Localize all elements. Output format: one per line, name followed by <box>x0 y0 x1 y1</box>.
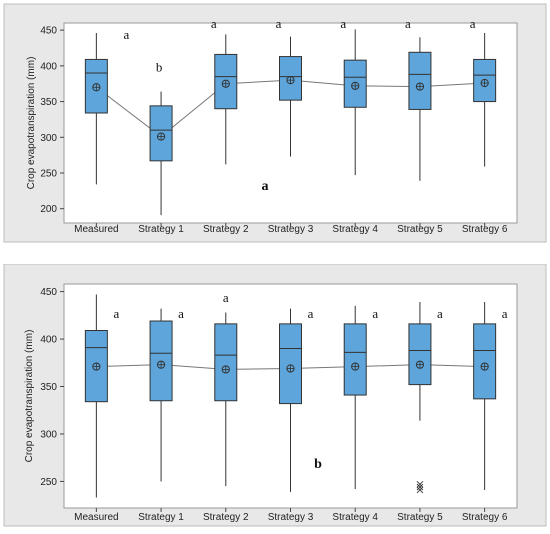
y-tick-label: 250 <box>40 169 57 180</box>
x-tick-label: Strategy 4 <box>332 512 378 523</box>
group-letter: a <box>405 16 411 31</box>
x-tick-label: Strategy 2 <box>203 512 249 523</box>
box-7 <box>473 302 497 490</box>
group-letter: a <box>211 16 217 31</box>
x-tick-label: Measured <box>74 512 118 523</box>
y-tick-label: 350 <box>40 97 57 108</box>
panel-label: b <box>314 457 322 472</box>
box-1 <box>84 294 108 498</box>
x-tick-label: Strategy 6 <box>462 224 508 235</box>
x-tick-label: Strategy 1 <box>138 224 184 235</box>
y-axis-label: Crop evapotranspiration (mm) <box>24 330 35 463</box>
group-letter: a <box>437 306 443 321</box>
iqr-box <box>279 323 302 405</box>
x-tick-label: Strategy 5 <box>397 224 443 235</box>
panel-label: a <box>262 179 269 194</box>
group-letter: a <box>223 290 229 305</box>
chart-panel-a: 200 250 300 350 400 450 Crop evapotranspiratio… <box>0 0 550 250</box>
x-tick-label: Strategy 3 <box>268 224 314 235</box>
y-tick-label: 300 <box>40 429 57 440</box>
chart-a-svg: 200 250 300 350 400 450 Crop evapotranspiratio… <box>3 3 547 243</box>
group-letter: a <box>113 306 119 321</box>
box-4 <box>279 308 302 492</box>
x-tick-label: Strategy 4 <box>332 224 378 235</box>
group-letter: a <box>308 306 314 321</box>
x-tick-label: Strategy 2 <box>203 224 249 235</box>
y-tick-label: 450 <box>40 26 57 37</box>
outlier-marker <box>416 486 424 494</box>
iqr-box <box>408 51 432 110</box>
y-tick-label: 300 <box>40 133 57 144</box>
box-3 <box>214 312 238 487</box>
iqr-box <box>214 323 238 402</box>
group-letter: a <box>372 306 378 321</box>
x-tick-label: Strategy 5 <box>397 512 443 523</box>
y-axis-label: Crop evapotranspiration (mm) <box>26 57 37 190</box>
y-tick-label: 400 <box>40 335 57 346</box>
x-tick-label: Strategy 6 <box>462 512 508 523</box>
y-tick-label: 200 <box>40 204 57 215</box>
box-5 <box>343 305 367 490</box>
group-letter: b <box>156 60 163 75</box>
outlier-marker <box>416 483 424 491</box>
group-letter: a <box>470 16 476 31</box>
group-letter: a <box>502 306 508 321</box>
y-tick-label: 400 <box>40 61 57 72</box>
box-4 <box>279 36 302 157</box>
box-2 <box>149 308 173 482</box>
group-letter: a <box>178 306 184 321</box>
y-tick-label: 350 <box>40 382 57 393</box>
iqr-box <box>408 323 432 386</box>
box-6 <box>408 37 432 181</box>
x-tick-label: Measured <box>74 224 118 235</box>
y-tick-label: 250 <box>40 477 57 488</box>
group-letter: a <box>340 16 346 31</box>
x-tick-label: Strategy 1 <box>138 512 184 523</box>
chart-b-svg: 250 300 350 400 450 Crop evapotranspiration (… <box>3 264 547 527</box>
box-5 <box>343 29 367 176</box>
group-letter: a <box>276 16 282 31</box>
iqr-box <box>473 323 497 400</box>
x-tick-label: Strategy 3 <box>268 512 314 523</box>
box-2 <box>149 91 173 216</box>
box-7 <box>473 33 497 167</box>
box-1 <box>84 33 108 185</box>
box-3 <box>214 34 238 165</box>
iqr-box <box>343 323 367 396</box>
group-letter: a <box>123 27 129 42</box>
chart-panel-b: 250 300 350 400 450 Crop evapotranspiration (… <box>0 264 550 534</box>
outlier-marker <box>416 480 424 488</box>
y-tick-label: 450 <box>40 287 57 298</box>
box-6 <box>408 302 432 494</box>
